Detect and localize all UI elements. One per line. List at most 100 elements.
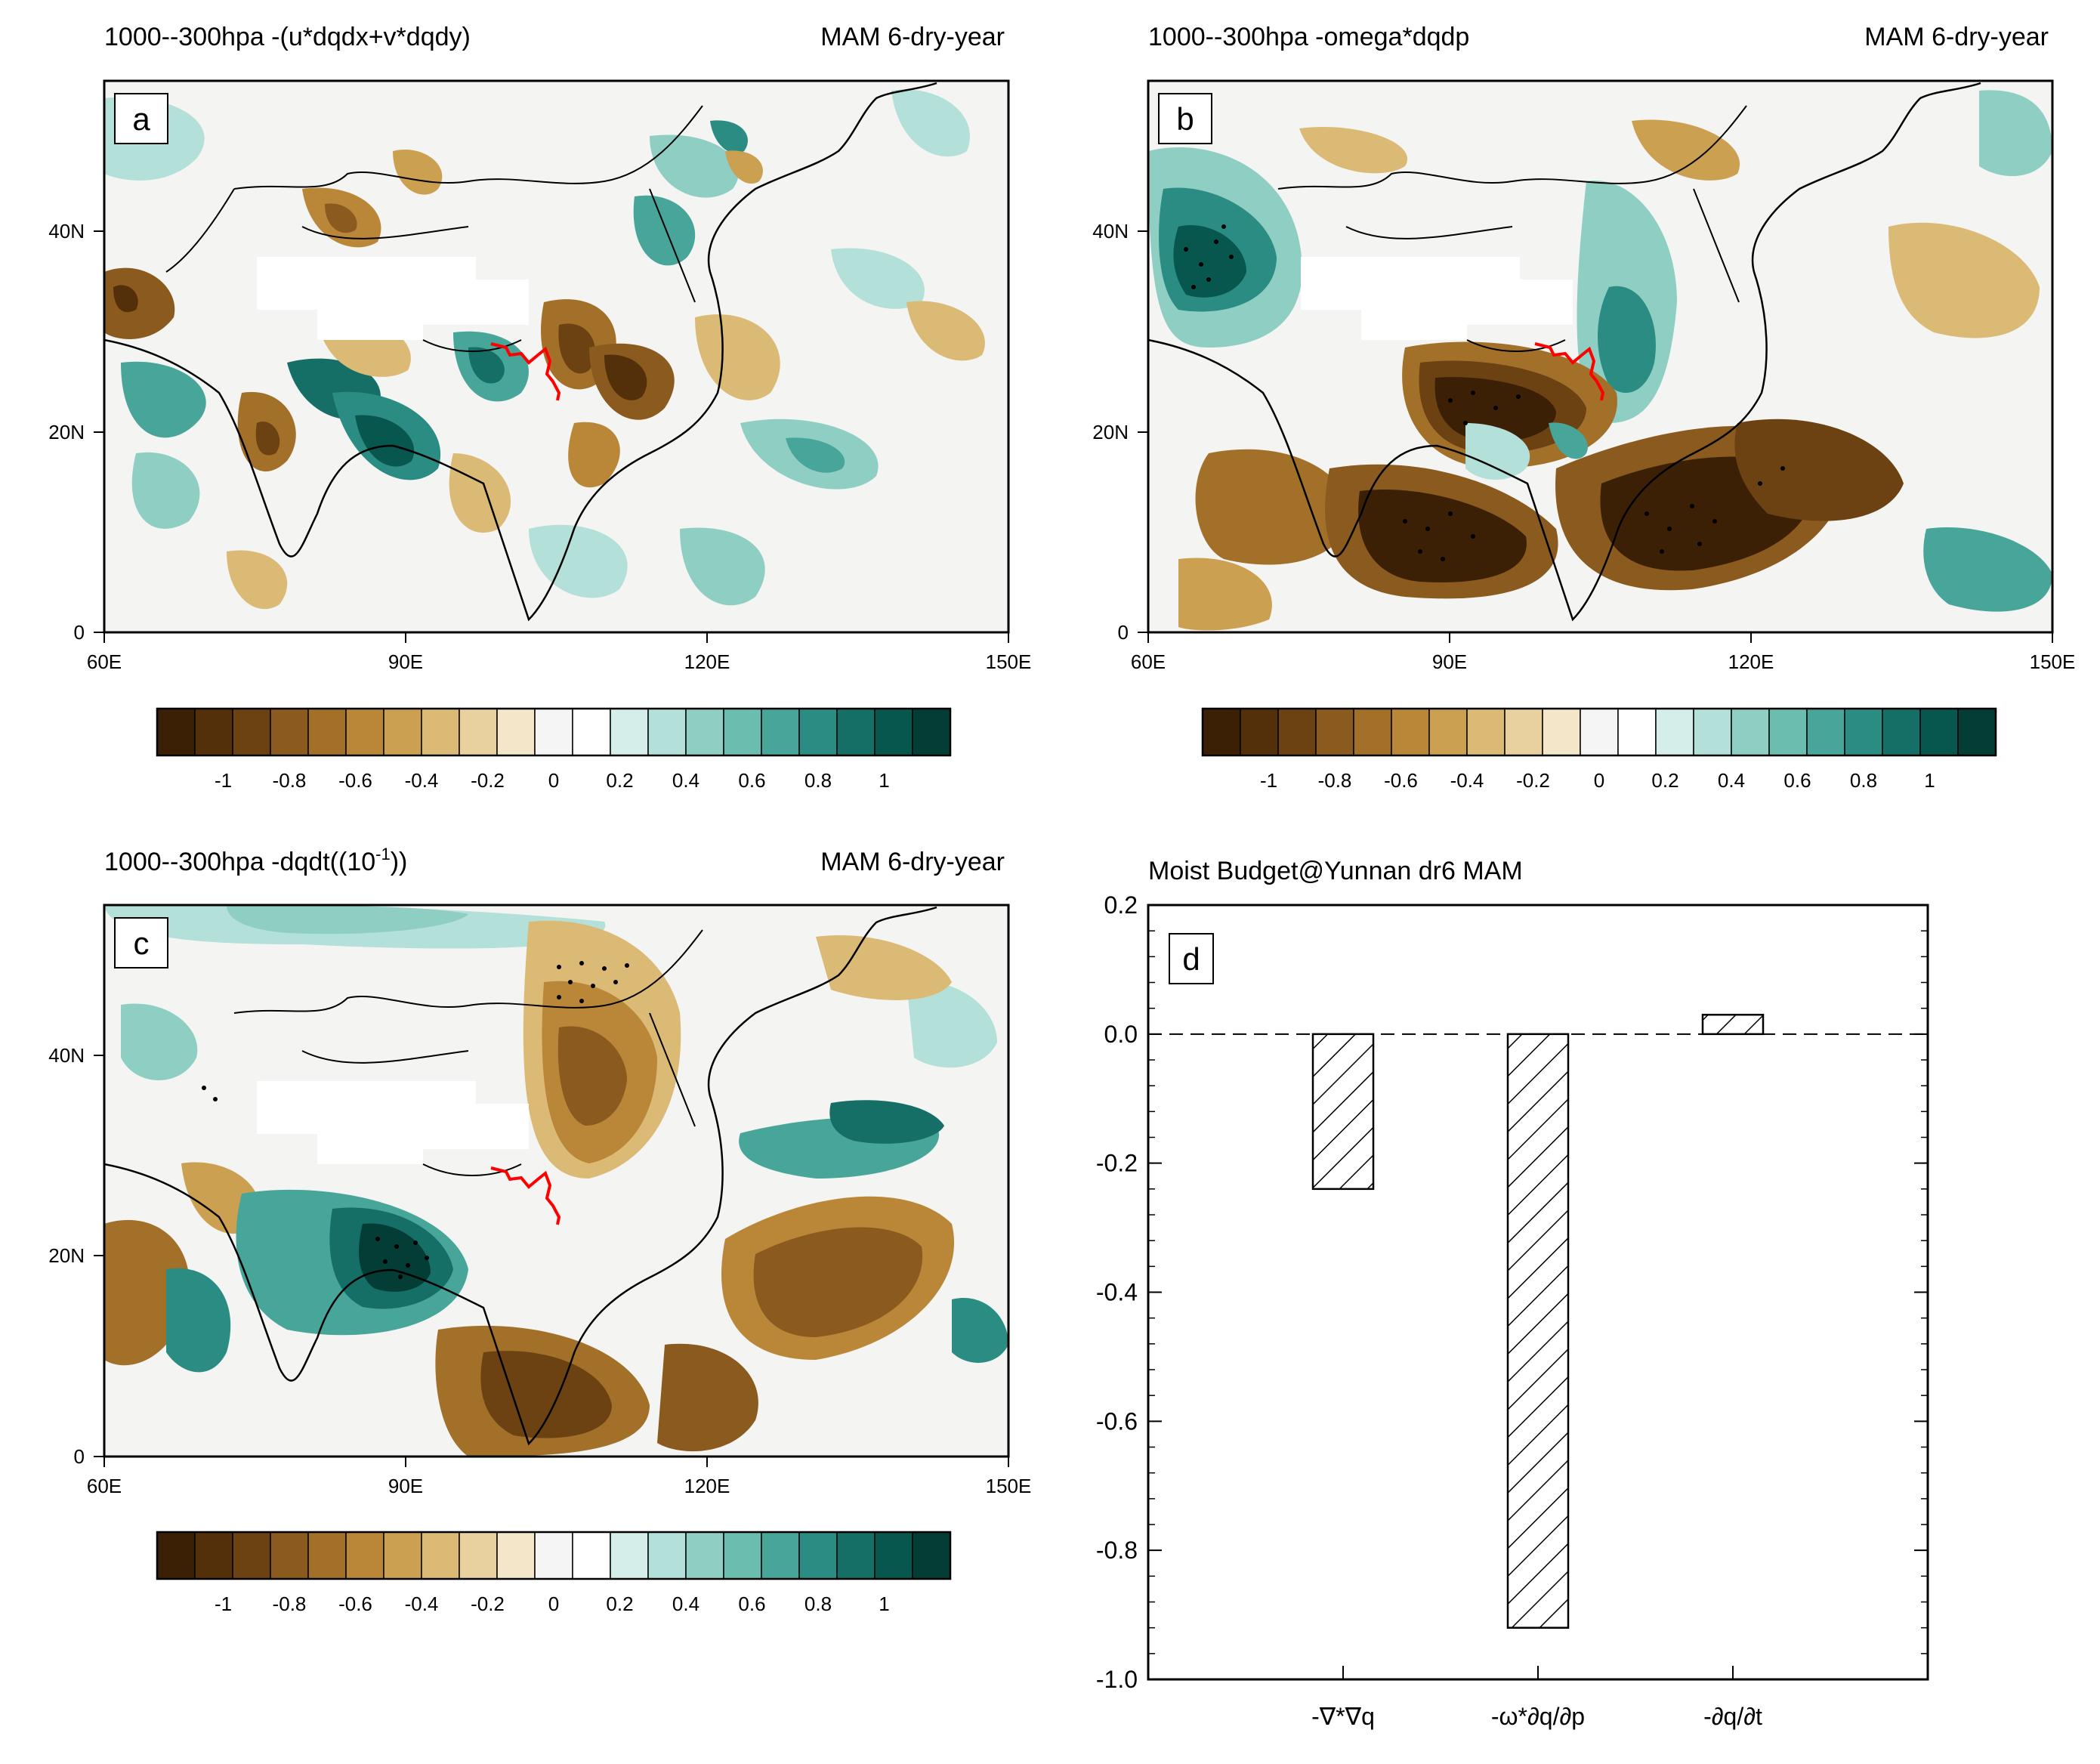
- panel-c-title-sup: -1: [375, 845, 391, 863]
- y-tick-label: 40N: [48, 1044, 85, 1067]
- panel-c-title-right: MAM 6-dry-year: [820, 848, 1005, 876]
- y-tick-label: 40N: [1092, 220, 1129, 243]
- panel-c-letter-box: [114, 917, 168, 969]
- colorbar-segment: [685, 1531, 724, 1580]
- panel-b-x-axis: 60E 90E 120E 150E: [1131, 632, 2075, 673]
- plateau-mask: [257, 1081, 529, 1164]
- panel-b-map: [1148, 81, 2052, 632]
- colorbar-label: 0: [548, 1593, 559, 1615]
- colorbar-segment: [421, 1531, 460, 1580]
- panel-c-letter: c: [134, 925, 150, 961]
- panel-c-frame: [103, 904, 1010, 1458]
- colorbar-label: -0.4: [405, 769, 439, 792]
- colorbar-label: -0.8: [1318, 769, 1352, 792]
- panel-a-title-left: 1000--300hpa -(u*dqdx+v*dqdy): [104, 23, 471, 51]
- colorbar-label: -1: [1260, 769, 1277, 792]
- colorbar-label: 0.4: [672, 769, 699, 792]
- colorbar-segment: [572, 708, 611, 756]
- colorbar-label: -0.6: [1384, 769, 1418, 792]
- colorbar-segment: [345, 1531, 384, 1580]
- y-tick-label: -0.8: [1096, 1537, 1138, 1564]
- colorbar-label: 0.8: [1850, 769, 1877, 792]
- y-tick-label: 20N: [1092, 421, 1129, 443]
- colorbar-segment: [610, 1531, 649, 1580]
- yunnan-border: [490, 342, 561, 401]
- colorbar-segment: [1428, 708, 1468, 756]
- colorbar-label: -0.4: [1450, 769, 1484, 792]
- bar-chart-axes: 0.2 0.0 -0.2 -0.4 -0.6 -0.8 -1.0 -∇*∇q -ω*∂q/∂p -…: [1096, 891, 1928, 1730]
- panel-b-frame: [1147, 79, 2054, 634]
- colorbar-segment: [534, 708, 573, 756]
- y-tick-label: -1.0: [1096, 1666, 1138, 1693]
- significance-dots: [1184, 224, 1785, 561]
- panel-b-letter-box: [1158, 93, 1212, 144]
- colorbar-segment: [496, 1531, 536, 1580]
- contour-fill-patches: [104, 905, 1008, 1457]
- colorbar-segment: [1466, 708, 1506, 756]
- panel-c-y-axis: 0 20N 40N: [48, 1044, 104, 1468]
- colorbar-label: -0.2: [471, 769, 505, 792]
- panel-c-map: [104, 905, 1008, 1457]
- bar: [1701, 1013, 1765, 1036]
- panel-d-bar-chart: Moist Budget@Yunnan dr6 MAM 0.2 0.0 -0.2 -0…: [1096, 857, 1929, 1730]
- colorbar-segment: [194, 708, 233, 756]
- x-tick-label: 90E: [388, 650, 423, 673]
- colorbar-segment: [307, 1531, 347, 1580]
- y-tick-label: 20N: [48, 1244, 85, 1267]
- colorbar-label: 0.2: [1651, 769, 1678, 792]
- colorbar-segment: [534, 1531, 573, 1580]
- panel-a-frame: [103, 79, 1010, 634]
- colorbar-segment: [307, 708, 347, 756]
- x-tick-label: 120E: [684, 1475, 730, 1497]
- colorbar-segment: [156, 708, 196, 756]
- colorbar-segment: [836, 1531, 876, 1580]
- panel-b-colorbar: -1 -0.8 -0.6 -0.4 -0.2 0 0.2 0.4 0.6 0.8 1: [1201, 707, 1997, 792]
- colorbar-segment: [1315, 708, 1354, 756]
- colorbar-label: 0: [1594, 769, 1604, 792]
- border-lines: [1277, 105, 1747, 352]
- colorbar-segment: [1731, 708, 1770, 756]
- bar: [1311, 1033, 1375, 1191]
- y-tick-label: 0.2: [1104, 891, 1138, 919]
- panel-b-y-axis: 0 20N 40N: [1092, 220, 1148, 644]
- colorbar-label: -1: [215, 769, 232, 792]
- colorbar-segment: [1655, 708, 1694, 756]
- y-tick-label: -0.4: [1096, 1279, 1138, 1306]
- colorbar-segment: [383, 708, 422, 756]
- colorbar-segment: [421, 708, 460, 756]
- contour-fill-patches: [104, 89, 985, 610]
- colorbar-segment: [912, 1531, 951, 1580]
- colorbar-segment: [610, 708, 649, 756]
- panel-a-y-axis: 0 20N 40N: [48, 220, 104, 644]
- panel-a-x-axis: 60E 90E 120E 150E: [87, 632, 1031, 673]
- bar: [1506, 1033, 1570, 1629]
- colorbar-segment: [270, 708, 309, 756]
- panel-c-colorbar: -1 -0.8 -0.6 -0.4 -0.2 0 0.2 0.4 0.6 0.8 1: [156, 1531, 952, 1615]
- colorbar-segment: [1202, 708, 1241, 756]
- y-tick-label: -0.2: [1096, 1150, 1138, 1177]
- y-tick-label: 0: [74, 1445, 85, 1468]
- colorbar-segment: [459, 1531, 498, 1580]
- colorbar-segment: [345, 708, 384, 756]
- panel-d-letter-box: [1169, 933, 1214, 984]
- yunnan-border: [490, 1166, 561, 1225]
- colorbar-label: 0.2: [606, 769, 633, 792]
- colorbar-label: -0.6: [338, 1593, 372, 1615]
- panel-c: 1000--300hpa -dqdt((10-1)) MAM 6-dry-yea…: [48, 845, 1031, 1615]
- colorbar-segment: [1806, 708, 1845, 756]
- x-tick-label: 60E: [87, 1475, 122, 1497]
- colorbar-segment: [572, 1531, 611, 1580]
- panel-a-map: [104, 81, 1008, 632]
- panel-b-title-left: 1000--300hpa -omega*dqdp: [1148, 23, 1469, 51]
- panel-a-letter-box: [114, 93, 168, 144]
- colorbar-segment: [1844, 708, 1883, 756]
- plateau-mask: [257, 257, 529, 340]
- colorbar-label: 0.8: [804, 1593, 832, 1615]
- colorbar-segment: [1768, 708, 1808, 756]
- colorbar-segment: [1957, 708, 1997, 756]
- colorbar-frame: [156, 1531, 952, 1580]
- colorbar-label: 0.6: [1783, 769, 1811, 792]
- yunnan-border: [1534, 342, 1605, 401]
- coastline: [104, 82, 937, 622]
- plateau-mask: [1301, 257, 1573, 340]
